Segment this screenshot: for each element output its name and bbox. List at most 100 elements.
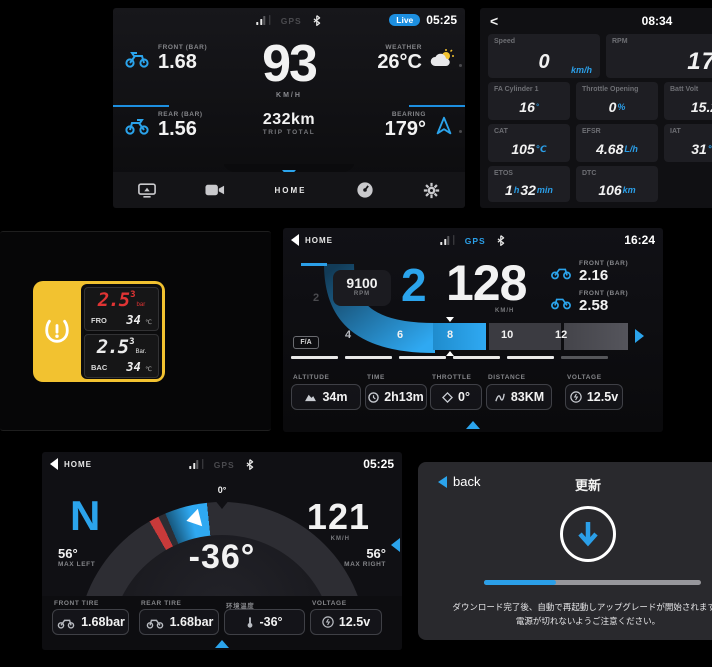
speed-value: 121: [306, 496, 370, 537]
update-note-line1: ダウンロード完了後、自動で再起動しアップグレードが開始されます。: [452, 602, 712, 612]
mode-badge: F/A: [293, 336, 319, 349]
home-dashboard-panel: GPS Live 05:25 FRONT (BAR) 1.68 REAR (BA…: [113, 8, 465, 208]
throttle-value: 0°: [458, 390, 470, 404]
rear-tire-label: REAR TIRE: [141, 600, 182, 607]
nav-home-label[interactable]: HOME: [274, 185, 307, 195]
speed-unit: KM/H: [330, 536, 350, 542]
camera-button[interactable]: [205, 183, 225, 197]
rpm-readout: 9100 RPM: [333, 270, 391, 306]
throttle-box: 0°: [430, 384, 482, 410]
altitude-value: 34m: [322, 390, 348, 404]
max-right-value: 56°: [366, 546, 386, 561]
update-note-line2: 電源が切れないようご注意ください。: [515, 616, 661, 626]
clock-icon: [368, 391, 379, 403]
card-unit: min: [536, 185, 553, 195]
rear-tire-cell: REAR (BAR) 1.56: [123, 111, 203, 141]
scale-10: 10: [501, 329, 514, 341]
signal-icon: [256, 15, 270, 25]
lean-angle-value: -36°: [188, 538, 256, 576]
rpm-marker-top: [446, 317, 454, 322]
front-tire-box: 1.68bar: [52, 609, 129, 635]
batt-volt-card: Batt Volt 15.2: [664, 82, 712, 120]
distance-label: DISTANCE: [488, 374, 526, 381]
card-value: 1: [505, 182, 513, 198]
clock: 05:25: [426, 13, 457, 27]
card-value: 32: [520, 182, 536, 198]
voltage-icon: [570, 391, 582, 403]
progress-fill: [484, 580, 556, 585]
signal-icon: [189, 459, 203, 469]
front-tire-value: 1.68: [158, 51, 197, 73]
rear-tire-value: 1.68bar: [169, 615, 214, 629]
prev-page-arrow[interactable]: [391, 538, 400, 552]
back-arrow-icon: [438, 475, 447, 488]
rear-tpms-display: 2.5 3 Bar. BAC 34 ℃: [84, 334, 159, 378]
rear-position-label: BAC: [91, 362, 108, 372]
tpms-photo-panel: 2.5 3 bar FRO 34 ℃ 2.5 3 Bar. BAC 34 ℃: [0, 231, 271, 431]
card-label: FA Cylinder 1: [494, 86, 539, 93]
card-value: 106: [598, 182, 622, 198]
voltage-label: VOLTAGE: [567, 374, 602, 381]
distance-box: 83KM: [486, 384, 552, 410]
rear-tire-label: REAR (BAR): [158, 111, 203, 118]
card-label: ETOS: [494, 170, 513, 177]
front-tire-value: 1.68bar: [81, 615, 125, 629]
bearing-label: BEARING: [391, 111, 426, 118]
progress-bar: [484, 580, 701, 585]
card-value: 4.68: [596, 141, 624, 157]
back-home-button[interactable]: HOME: [50, 458, 92, 470]
rpm-bar-segment: [564, 323, 628, 350]
rpm-bar-segment: [489, 323, 561, 350]
rear-tire-row: FRONT (BAR) 2.58: [549, 290, 628, 314]
clock: 08:34: [641, 14, 673, 28]
motorcycle-rear-icon: [146, 619, 163, 629]
gps-status: GPS: [464, 235, 486, 246]
card-unit: °: [535, 103, 539, 111]
update-title: 更新: [574, 478, 601, 493]
card-unit: km: [622, 185, 636, 195]
screen-mirror-button[interactable]: [137, 182, 156, 198]
bottom-nav: HOME: [113, 172, 465, 208]
down-arrow-icon: [578, 522, 598, 547]
time-label: TIME: [367, 374, 385, 381]
voltage-box: 12.5v: [310, 609, 382, 635]
right-divider: [409, 105, 465, 107]
back-button[interactable]: <: [490, 13, 499, 29]
speed-value: 93: [262, 35, 318, 93]
card-label: DTC: [582, 170, 597, 177]
left-divider: [113, 105, 169, 107]
cardinal-direction: N: [70, 492, 101, 539]
throttle-opening-card: Throttle Opening 0%: [576, 82, 658, 120]
card-label: Throttle Opening: [582, 86, 639, 93]
rpm-accent-line: [301, 263, 327, 266]
speed-card: Speed 0 km/h: [488, 34, 600, 78]
rear-pressure-decimal: 3: [129, 337, 135, 347]
scale-6: 6: [397, 329, 404, 341]
front-tire-cell: FRONT (BAR) 1.68: [123, 44, 207, 74]
gps-status: GPS: [280, 15, 302, 26]
swipe-up-arrow[interactable]: [215, 640, 229, 648]
rear-temp-unit: ℃: [145, 367, 152, 373]
max-right-label: MAX RIGHT: [344, 561, 386, 568]
front-tire-label: FRONT (BAR): [158, 44, 208, 51]
next-page-arrow[interactable]: [635, 329, 644, 343]
swipe-up-arrow[interactable]: [466, 421, 480, 429]
back-arrow-icon: [50, 458, 58, 470]
settings-gear-button[interactable]: [423, 182, 440, 199]
weather-cell: WEATHER 26°C: [377, 44, 455, 74]
altitude-label: ALTITUDE: [293, 374, 330, 381]
back-button[interactable]: back: [438, 474, 480, 489]
voltage-box: 12.5v: [565, 384, 623, 410]
card-unit: ℃: [708, 144, 712, 155]
front-position-label: FRO: [91, 315, 107, 325]
throttle-icon: [442, 391, 454, 403]
card-label: CAT: [494, 128, 508, 135]
back-home-button[interactable]: HOME: [291, 234, 333, 246]
bearing-cell: BEARING 179°: [385, 111, 455, 141]
scale-4: 4: [345, 329, 352, 341]
motorcycle-front-icon: [57, 619, 75, 629]
tire-value: 2.58: [579, 297, 609, 314]
dashcam-gauge-button[interactable]: [356, 181, 374, 199]
card-unit: h: [513, 185, 520, 195]
